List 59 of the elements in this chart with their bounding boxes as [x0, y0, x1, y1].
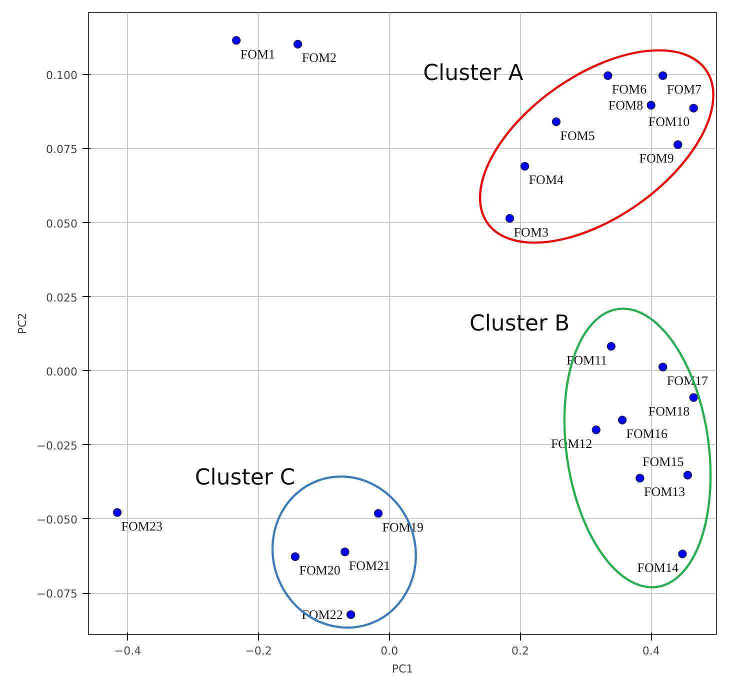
annotation: FOM2 — [302, 50, 337, 66]
y-tick-label: 0.100 — [46, 69, 78, 82]
point — [636, 474, 644, 483]
y-tick-label: −0.075 — [36, 588, 78, 601]
annotation: Cluster C — [194, 465, 296, 490]
point — [604, 71, 612, 80]
point — [552, 117, 561, 126]
x-axis-title: PC1 — [392, 662, 414, 676]
annotation: FOM3 — [514, 224, 548, 240]
y-axis-title: PC2 — [16, 312, 29, 334]
point — [293, 40, 302, 49]
point — [658, 71, 668, 80]
annotation: FOM16 — [626, 426, 668, 442]
point — [505, 214, 514, 223]
point — [658, 362, 668, 372]
annotation: Cluster A — [423, 60, 524, 86]
y-tick-label: −0.025 — [36, 439, 78, 452]
annotation: FOM20 — [299, 562, 340, 578]
y-tick-label: 0.075 — [46, 143, 78, 156]
annotation: FOM13 — [644, 484, 686, 500]
point — [683, 470, 692, 480]
y-tick-label: 0.000 — [46, 365, 78, 378]
annotation: FOM23 — [121, 518, 162, 534]
point — [520, 162, 530, 171]
y-tick-label: −0.050 — [36, 513, 78, 526]
annotation: FOM18 — [648, 404, 690, 419]
annotation: FOM7 — [666, 82, 702, 97]
point — [689, 104, 698, 113]
x-tick-label: 0.0 — [380, 644, 398, 658]
x-tick-label: 0.2 — [512, 644, 530, 658]
annotation: Cluster B — [469, 311, 570, 336]
point — [674, 140, 682, 149]
annotation: FOM9 — [639, 150, 674, 166]
point — [606, 342, 616, 351]
y-tick-label: 0.050 — [46, 217, 78, 230]
annotation: FOM21 — [348, 558, 390, 573]
point — [340, 547, 350, 556]
x-tick-label: −0.2 — [245, 644, 272, 658]
annotation: FOM4 — [528, 172, 564, 188]
annotation: FOM8 — [608, 98, 644, 113]
annotation: FOM10 — [648, 114, 690, 130]
annotation: FOM5 — [560, 128, 595, 143]
annotation: FOM6 — [612, 82, 648, 97]
point — [678, 550, 687, 558]
x-tick-label: 0.4 — [642, 644, 660, 658]
point — [232, 36, 241, 45]
point — [112, 508, 122, 517]
annotation: FOM14 — [637, 560, 679, 575]
point — [374, 508, 383, 518]
point — [689, 393, 698, 402]
y-tick-label: 0.025 — [46, 291, 78, 304]
annotation: FOM15 — [642, 454, 684, 470]
point — [592, 425, 601, 434]
point — [618, 416, 627, 424]
annotation: FOM1 — [240, 46, 276, 62]
point — [646, 100, 656, 110]
point — [346, 610, 356, 620]
x-tick-label: −0.4 — [114, 644, 142, 658]
point — [290, 552, 300, 561]
